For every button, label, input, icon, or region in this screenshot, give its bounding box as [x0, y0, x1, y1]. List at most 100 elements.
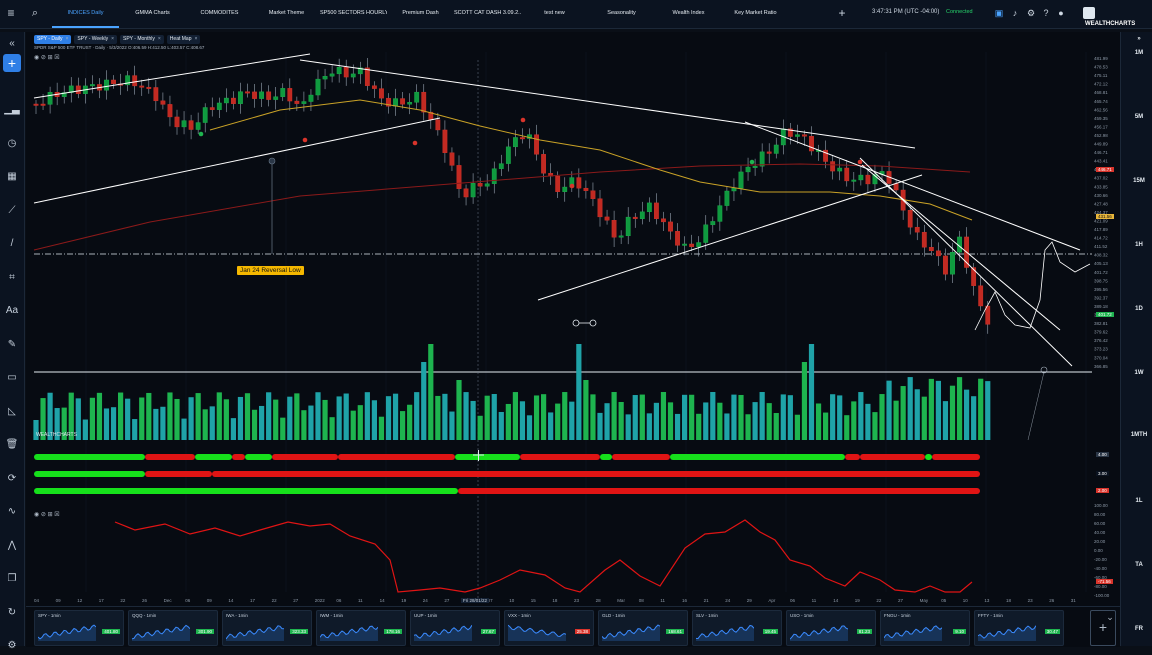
candle-body	[583, 187, 589, 191]
close-icon[interactable]: ×	[65, 36, 69, 42]
watchlist-tile[interactable]: VXX - 1min 25.38	[504, 610, 594, 646]
tile-sparkline	[696, 624, 754, 641]
chart-area[interactable]: 481.99 478.53 475.11 472.12 468.81 465.74 462.…	[26, 32, 1120, 606]
timeframe-15m[interactable]: 15M	[1133, 178, 1145, 184]
measure-icon[interactable]: ◺	[8, 405, 16, 417]
watchlist-tile[interactable]: SLV - 1min 19.45	[692, 610, 782, 646]
timeframe-ta[interactable]: TA	[1135, 562, 1143, 568]
trend-icon[interactable]: ⟋	[8, 204, 16, 216]
last-price-tag: 401.72	[1096, 312, 1114, 317]
collapse-tiles-icon[interactable]: ⌄	[1106, 612, 1114, 622]
oscillator-controls[interactable]: ◉ ⊘ ⊞ ☒	[34, 512, 60, 518]
pencil-icon[interactable]: ✎	[7, 338, 17, 350]
tab-10[interactable]: Key Market Ratio	[734, 10, 777, 16]
volume-bar	[752, 402, 758, 440]
candle-body	[301, 101, 307, 104]
add-tab-button[interactable]: +	[838, 6, 846, 20]
price-chart-svg[interactable]: 481.99 478.53 475.11 472.12 468.81 465.74 462.…	[26, 32, 1120, 606]
gear-icon[interactable]: ⚙	[7, 640, 17, 651]
menu-icon[interactable]: ≡	[7, 6, 15, 20]
symbol-tab-1[interactable]: SPY - Weekly ×	[74, 35, 117, 44]
tab-5[interactable]: Premium Dash	[402, 10, 439, 16]
sync-icon[interactable]: ⟳	[7, 472, 17, 484]
candle-body	[280, 88, 286, 97]
candle-body	[195, 122, 201, 130]
trash-icon[interactable]: 🗑	[5, 439, 19, 450]
volume-bar	[336, 396, 342, 440]
copy-icon[interactable]: ❐	[7, 573, 17, 584]
watchlist-tile[interactable]: IWM - 1min 178.16	[316, 610, 406, 646]
ruler-icon[interactable]: ▭	[7, 372, 17, 383]
text-icon[interactable]: Aa	[5, 305, 19, 316]
price-axis-label: 421.09	[1094, 218, 1108, 223]
volume-bar	[442, 393, 448, 440]
trend-ribbon-segment	[212, 471, 980, 477]
watchlist-tile[interactable]: IWA - 1min 323.33	[222, 610, 312, 646]
add-chart-icon[interactable]: +	[3, 54, 21, 72]
save-icon[interactable]: ▣	[994, 8, 1004, 18]
oscillator-axis-label: -20.00	[1094, 557, 1107, 562]
trend-ribbon-segment	[860, 454, 925, 460]
reversal-annotation[interactable]: Jan 24 Reversal Low	[237, 266, 304, 275]
volume-bar	[597, 412, 603, 440]
tab-7[interactable]: test new	[544, 10, 565, 16]
tab-0[interactable]: INDICES Daily	[52, 0, 119, 28]
price-axis-label: 446.71	[1094, 150, 1108, 155]
collapse-icon[interactable]: «	[9, 38, 15, 49]
user-avatar-icon[interactable]: ●	[1058, 8, 1064, 18]
oscillator-axis-label: 40.00	[1094, 530, 1106, 535]
notification-icon[interactable]: ♪	[1012, 8, 1018, 18]
watchlist-tile[interactable]: USO - 1min 81.23	[786, 610, 876, 646]
timeframe-fr[interactable]: FR	[1135, 626, 1143, 632]
tab-1[interactable]: GMMA Charts	[135, 10, 170, 16]
volume-bar	[259, 405, 265, 440]
watchlist-tile[interactable]: GLD - 1min 168.61	[598, 610, 688, 646]
tile-sparkline	[508, 624, 566, 641]
chart-controls[interactable]: ◉ ⊘ ⊞ ☒	[34, 55, 60, 61]
right-timeframe-bar: 1M 5M 15M 1H 1D 1W 1MTH 1L TA FR »	[1120, 32, 1152, 646]
bar-chart-icon[interactable]: ▁▃	[4, 104, 20, 115]
watchlist-tile[interactable]: QQQ - 1min 301.90	[128, 610, 218, 646]
clock-icon[interactable]: ◷	[7, 137, 17, 149]
help-icon[interactable]: ?	[1043, 8, 1049, 18]
candle-body	[33, 103, 39, 106]
tab-6[interactable]: SCOTT CAT DASH 3.09.2...	[454, 10, 521, 16]
symbol-tab-3[interactable]: Heat Map ×	[166, 35, 201, 44]
search-icon[interactable]: ⌕	[31, 7, 39, 19]
tab-4[interactable]: SP500 SECTORS HOURLY	[320, 10, 387, 16]
timeframe-1h[interactable]: 1H	[1135, 242, 1143, 248]
calendar-icon[interactable]: ▦	[7, 171, 17, 182]
close-icon[interactable]: ×	[157, 36, 161, 42]
close-icon[interactable]: ×	[111, 36, 114, 42]
price-tag-red: 446.71	[1096, 167, 1114, 172]
pattern-icon[interactable]: ⌗	[9, 271, 15, 283]
line-draw-icon[interactable]: /	[10, 238, 14, 249]
volume-bar	[766, 403, 772, 440]
symbol-tab-2[interactable]: SPY - Monthly ×	[120, 35, 164, 44]
timeframe-1d[interactable]: 1D	[1135, 306, 1143, 312]
timeframe-5m[interactable]: 5M	[1134, 114, 1144, 120]
date-axis-label: 2022	[315, 598, 326, 603]
price-axis-label: 437.02	[1094, 176, 1108, 181]
timeframe-1m[interactable]: 1M	[1134, 50, 1144, 56]
watchlist-tile[interactable]: FFTY - 1min 30.47	[974, 610, 1064, 646]
symbol-tab-0[interactable]: SPY - Daily ×	[34, 35, 72, 44]
expand-right-icon[interactable]: »	[1137, 36, 1141, 42]
watchlist-tile[interactable]: UUP - 1min 27.67	[410, 610, 500, 646]
tab-3[interactable]: Market Theme	[268, 10, 305, 16]
settings-icon[interactable]: ⚙	[1026, 8, 1036, 18]
price-axis-label: 462.56	[1094, 107, 1108, 112]
close-icon[interactable]: ×	[194, 36, 198, 42]
timeframe-1l[interactable]: 1L	[1135, 498, 1143, 504]
watchlist-tile[interactable]: FNGU - 1min 9.10	[880, 610, 970, 646]
replay-icon[interactable]: ↻	[7, 606, 17, 618]
indicator-icon[interactable]: ∿	[7, 506, 17, 517]
timeframe-1mth[interactable]: 1MTH	[1130, 432, 1148, 438]
candle-body	[470, 183, 476, 198]
watchlist-tile[interactable]: SPY - 1min 401.80	[34, 610, 124, 646]
tab-2[interactable]: COMMODITES	[200, 10, 239, 16]
zigzag-icon[interactable]: ⋀	[7, 539, 17, 551]
tab-8[interactable]: Seasonality	[607, 10, 636, 16]
timeframe-1w[interactable]: 1W	[1134, 370, 1144, 376]
tab-9[interactable]: Wealth Index	[672, 10, 705, 16]
